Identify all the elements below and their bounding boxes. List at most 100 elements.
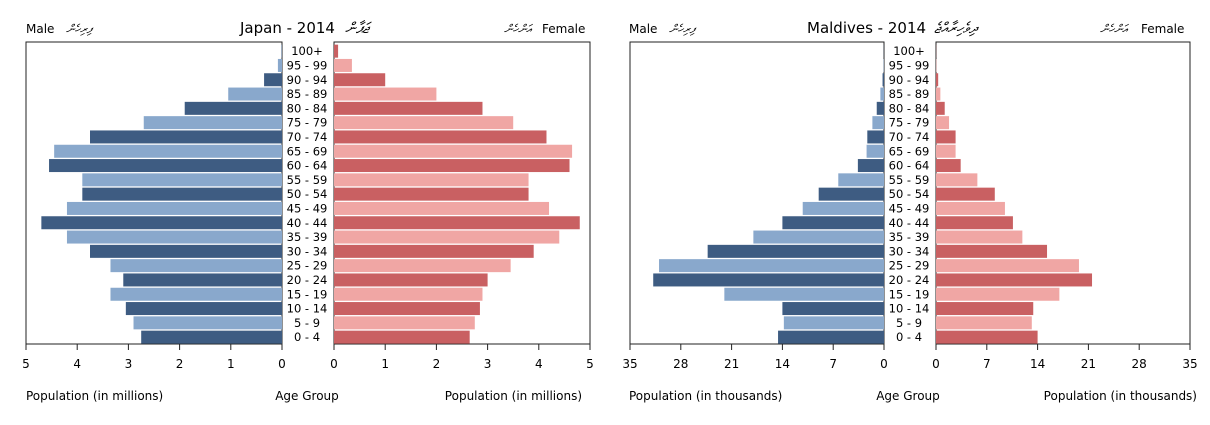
japan-male-label-script: ފިރިހެން <box>66 22 94 36</box>
maldives-male-bar <box>838 173 884 187</box>
maldives-age-label: 75 - 79 <box>889 116 930 130</box>
japan-age-label: 45 - 49 <box>287 201 328 215</box>
maldives-male-bar <box>782 302 884 316</box>
japan-male-label: Male <box>26 22 54 36</box>
japan-female-bar <box>334 302 480 316</box>
maldives-female-bars <box>936 44 1093 344</box>
japan-male-bar <box>133 316 282 330</box>
maldives-age-label: 50 - 54 <box>889 187 930 201</box>
japan-axis-ticks: 5 4 3 2 1 0 0 1 2 3 4 5 <box>22 344 594 371</box>
maldives-tick-label-left: 0 <box>880 357 888 371</box>
maldives-female-bar <box>936 130 956 144</box>
japan-age-label: 15 - 19 <box>287 287 328 301</box>
maldives-age-label: 15 - 19 <box>889 287 930 301</box>
japan-tick-label-right: 5 <box>586 357 594 371</box>
maldives-male-bar <box>880 87 884 101</box>
maldives-male-label-script: ފިރިހެން <box>669 22 697 36</box>
maldives-title: Maldives - 2014 <box>807 19 926 37</box>
japan-age-label: 10 - 14 <box>287 302 328 316</box>
maldives-male-bar <box>753 230 884 244</box>
japan-male-bar <box>110 259 282 273</box>
chart-japan: Male ފިރިހެން Japan - 2014 ޖަޕާން އަންހެ… <box>22 19 594 403</box>
japan-female-bar <box>334 101 483 115</box>
japan-age-label: 40 - 44 <box>287 216 328 230</box>
japan-age-label: 5 - 9 <box>294 316 320 330</box>
maldives-tick-label-right: 7 <box>983 357 991 371</box>
maldives-male-bar <box>802 201 884 215</box>
maldives-male-bar <box>783 316 884 330</box>
japan-tick-label-left: 1 <box>227 357 235 371</box>
maldives-female-label: Female <box>1141 22 1184 36</box>
maldives-age-label: 10 - 14 <box>889 302 930 316</box>
japan-female-bar <box>334 87 437 101</box>
japan-age-label: 75 - 79 <box>287 116 328 130</box>
japan-female-bar <box>334 330 470 344</box>
maldives-female-bar <box>936 73 939 87</box>
japan-age-label: 85 - 89 <box>287 87 328 101</box>
japan-age-label: 25 - 29 <box>287 259 328 273</box>
maldives-age-label: 85 - 89 <box>889 87 930 101</box>
japan-age-label: 90 - 94 <box>287 73 328 87</box>
maldives-age-label: 55 - 59 <box>889 173 930 187</box>
japan-age-label: 95 - 99 <box>287 58 328 72</box>
japan-female-label: Female <box>542 22 585 36</box>
maldives-age-label: 65 - 69 <box>889 144 930 158</box>
maldives-male-bar <box>818 187 884 201</box>
maldives-age-label: 60 - 64 <box>889 159 930 173</box>
japan-female-bar <box>334 144 573 158</box>
japan-male-bar <box>281 44 282 58</box>
japan-age-label: 50 - 54 <box>287 187 328 201</box>
japan-female-bar <box>334 159 570 173</box>
japan-male-bar <box>66 230 283 244</box>
japan-tick-label-left: 3 <box>125 357 133 371</box>
japan-male-bar <box>143 116 282 130</box>
japan-age-label: 60 - 64 <box>287 159 328 173</box>
maldives-male-bar <box>857 159 884 173</box>
japan-male-bar <box>49 159 282 173</box>
japan-female-bar <box>334 287 483 301</box>
maldives-female-bar <box>936 144 956 158</box>
japan-female-bar <box>334 116 514 130</box>
maldives-female-bar <box>936 244 1048 258</box>
japan-tick-label-left: 4 <box>73 357 81 371</box>
japan-male-bar <box>41 216 282 230</box>
maldives-female-bar <box>936 87 941 101</box>
maldives-tick-label-right: 35 <box>1182 357 1197 371</box>
maldives-age-label: 0 - 4 <box>896 330 922 344</box>
japan-male-bar <box>66 201 283 215</box>
japan-female-bar <box>334 230 560 244</box>
maldives-center-label: Age Group <box>876 389 940 403</box>
maldives-tick-label-right: 0 <box>932 357 940 371</box>
maldives-male-bar <box>876 101 884 115</box>
japan-age-label: 65 - 69 <box>287 144 328 158</box>
japan-female-bar <box>334 44 339 58</box>
maldives-axis-ticks: 35 28 21 14 7 0 0 7 14 21 28 35 <box>622 344 1198 371</box>
maldives-male-bar <box>707 244 884 258</box>
japan-female-bar <box>334 73 386 87</box>
maldives-female-bar <box>936 259 1079 273</box>
japan-title-script: ޖަޕާން <box>345 19 372 37</box>
japan-female-bars <box>334 44 580 344</box>
maldives-age-label: 100+ <box>893 44 925 58</box>
japan-male-bar <box>264 73 282 87</box>
maldives-age-label: 5 - 9 <box>896 316 922 330</box>
maldives-male-bar <box>867 130 884 144</box>
maldives-tick-label-right: 14 <box>1030 357 1045 371</box>
japan-female-bar <box>334 130 547 144</box>
japan-male-bar <box>123 273 282 287</box>
maldives-female-bar <box>936 159 961 173</box>
maldives-tick-label-left: 28 <box>673 357 688 371</box>
maldives-female-bar <box>936 116 950 130</box>
maldives-male-bar <box>882 73 884 87</box>
japan-female-bar <box>334 201 550 215</box>
maldives-age-label: 25 - 29 <box>889 259 930 273</box>
maldives-male-bar <box>724 287 884 301</box>
maldives-xlabel-left: Population (in thousands) <box>629 389 782 403</box>
maldives-tick-label-left: 14 <box>775 357 790 371</box>
maldives-female-label-script: އަންހެން <box>1100 22 1129 36</box>
japan-female-bar <box>334 316 475 330</box>
maldives-male-bar <box>659 259 884 273</box>
